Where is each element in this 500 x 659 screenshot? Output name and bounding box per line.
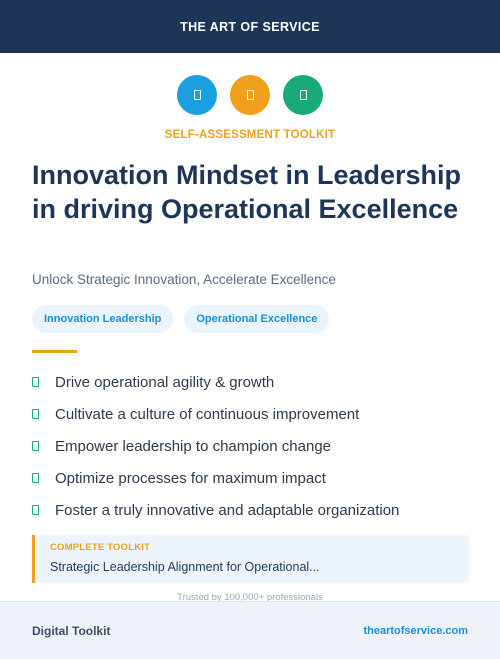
document-icon	[299, 90, 307, 100]
toolkit-card: COMPLETE TOOLKIT Strategic Leadership Al…	[32, 535, 469, 583]
benefit-item: Cultivate a culture of continuous improv…	[32, 398, 472, 430]
benefit-text: Cultivate a culture of continuous improv…	[55, 405, 360, 423]
check-bullet-icon	[32, 473, 39, 483]
header-bar: THE ART OF SERVICE	[0, 0, 500, 53]
tag-operational-excellence: Operational Excellence	[184, 305, 330, 333]
tag-innovation-leadership: Innovation Leadership	[32, 305, 174, 333]
check-bullet-icon	[32, 505, 39, 515]
document-icon-orange	[230, 75, 270, 115]
footer: Digital Toolkit theartofservice.com	[0, 601, 500, 659]
document-icon	[193, 90, 201, 100]
eyebrow-label: SELF-ASSESSMENT TOOLKIT	[164, 129, 336, 141]
document-icon-green	[283, 75, 323, 115]
benefit-item: Optimize processes for maximum impact	[32, 462, 472, 494]
benefit-text: Foster a truly innovative and adaptable …	[55, 501, 400, 519]
footer-label: Digital Toolkit	[32, 623, 111, 638]
benefit-item: Empower leadership to champion change	[32, 430, 472, 462]
benefit-text: Drive operational agility & growth	[55, 373, 275, 391]
document-icon	[246, 90, 254, 100]
benefit-list: Drive operational agility & growth Culti…	[32, 366, 472, 526]
benefit-text: Empower leadership to champion change	[55, 437, 331, 455]
benefit-item: Foster a truly innovative and adaptable …	[32, 494, 472, 526]
tag-list: Innovation Leadership Operational Excell…	[32, 305, 330, 333]
icon-row	[0, 75, 500, 115]
page-subtitle: Unlock Strategic Innovation, Accelerate …	[32, 272, 336, 287]
check-bullet-icon	[32, 409, 39, 419]
brand-name: THE ART OF SERVICE	[180, 19, 320, 34]
page-title: Innovation Mindset in Leadership in driv…	[32, 160, 462, 224]
trust-statement: Trusted by 100,000+ professionals	[177, 592, 323, 601]
accent-divider	[32, 350, 77, 353]
document-icon-blue	[177, 75, 217, 115]
benefit-text: Optimize processes for maximum impact	[55, 469, 326, 487]
website-link[interactable]: theartofservice.com	[363, 624, 468, 637]
check-bullet-icon	[32, 441, 39, 451]
card-label: COMPLETE TOOLKIT	[50, 542, 151, 553]
card-title: Strategic Leadership Alignment for Opera…	[50, 560, 320, 574]
benefit-item: Drive operational agility & growth	[32, 366, 472, 398]
check-bullet-icon	[32, 377, 39, 387]
